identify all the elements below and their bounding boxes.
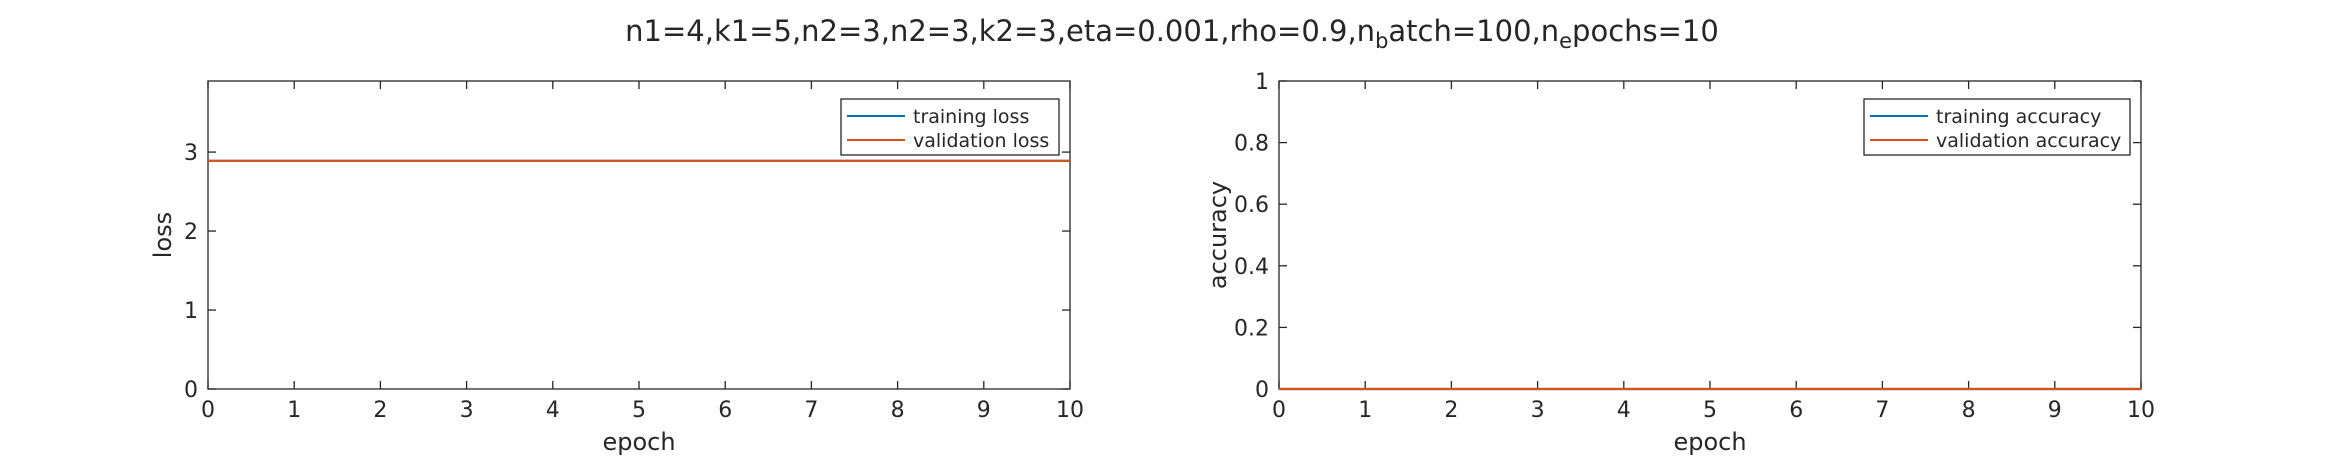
x-tick-label: 7: [1875, 398, 1889, 423]
x-tick-label: 10: [1056, 398, 1084, 423]
legend-label-2: validation accuracy: [1936, 130, 2121, 152]
x-tick-label: 4: [546, 398, 560, 423]
x-tick-label: 5: [1703, 398, 1717, 423]
y-tick-label: 1: [1255, 70, 1269, 95]
x-axis-label: epoch: [1673, 428, 1746, 456]
y-tick-label: 0.6: [1234, 193, 1269, 218]
y-tick-label: 0: [1255, 378, 1269, 403]
x-tick-label: 9: [2048, 398, 2062, 423]
y-tick-label: 1: [184, 299, 198, 324]
chart-1: 0 1 2 3 4 5 6 7 8 9 10 0 1 2 3 epoch loss training lossva…: [149, 80, 1084, 456]
chart-2: 0 1 2 3 4 5 6 7 8 9 10 0 0.2 0.4 0.6 0.8 1 epoch accuracy t…: [1204, 70, 2155, 456]
y-tick-label: 3: [184, 141, 198, 166]
title-part-2: atch=100,n: [1388, 14, 1560, 48]
y-tick-label: 0.8: [1234, 132, 1269, 157]
legend-label-2: validation loss: [913, 130, 1049, 152]
figure-title: n1=4,k1=5,n2=3,n2=3,k2=3,eta=0.001,rho=0…: [0, 14, 2344, 52]
title-part-1: b: [1375, 29, 1389, 53]
x-tick-label: 3: [1531, 398, 1545, 423]
x-tick-label: 2: [373, 398, 387, 423]
legend-box: [840, 98, 1060, 156]
x-tick-label: 9: [977, 398, 991, 423]
legend-label-1: training accuracy: [1936, 106, 2101, 128]
x-tick-label: 4: [1617, 398, 1631, 423]
title-part-3: e: [1559, 29, 1573, 53]
x-tick-label: 3: [460, 398, 474, 423]
x-tick-label: 1: [1358, 398, 1372, 423]
title-part-4: pochs=10: [1572, 14, 1719, 48]
y-axis-label: accuracy: [1204, 181, 1232, 289]
x-tick-label: 1: [287, 398, 301, 423]
y-tick-label: 0.4: [1234, 255, 1269, 280]
y-tick-label: 2: [184, 220, 198, 245]
x-tick-label: 2: [1444, 398, 1458, 423]
x-tick-label: 8: [891, 398, 905, 423]
legend-label-1: training loss: [913, 106, 1029, 128]
y-tick-label: 0: [184, 378, 198, 403]
x-tick-label: 10: [2127, 398, 2155, 423]
x-tick-label: 8: [1962, 398, 1976, 423]
x-tick-label: 7: [804, 398, 818, 423]
x-axis-label: epoch: [602, 428, 675, 456]
x-tick-label: 0: [201, 398, 215, 423]
x-tick-label: 0: [1272, 398, 1286, 423]
y-axis-label: loss: [149, 212, 177, 258]
x-tick-label: 6: [1789, 398, 1803, 423]
x-tick-label: 5: [632, 398, 646, 423]
title-part-0: n1=4,k1=5,n2=3,n2=3,k2=3,eta=0.001,rho=0…: [625, 14, 1376, 48]
y-tick-label: 0.2: [1234, 316, 1269, 341]
legend-box: [1863, 98, 2131, 156]
x-tick-label: 6: [718, 398, 732, 423]
